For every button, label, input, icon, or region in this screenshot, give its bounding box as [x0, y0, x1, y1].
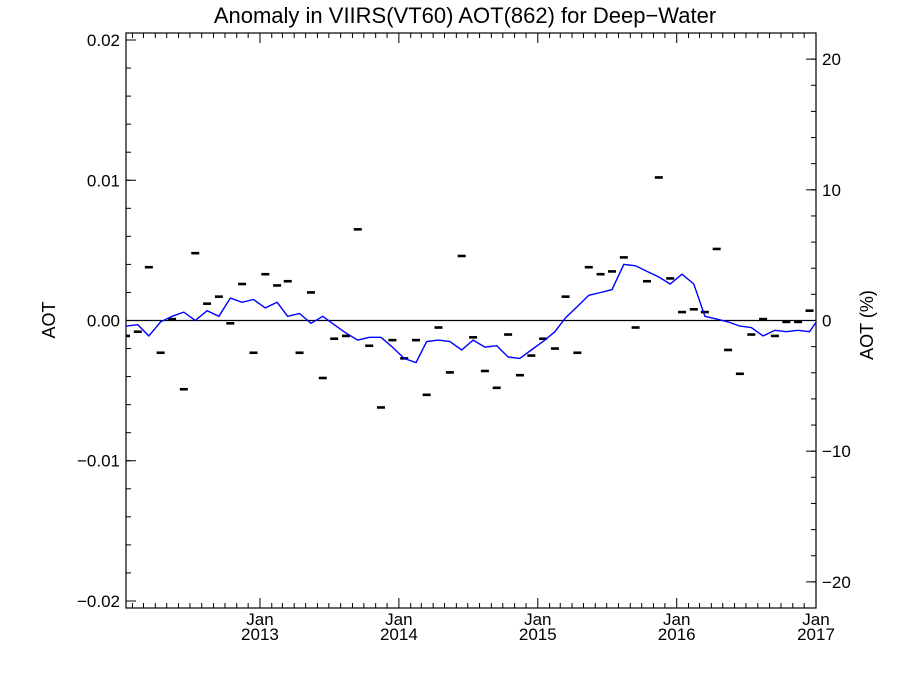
x-tick-label-year: 2013	[241, 625, 279, 644]
y-tick-label-left: 0.02	[87, 31, 120, 50]
x-tick-label-month: Jan	[246, 610, 273, 629]
y-tick-label-right: −10	[822, 442, 851, 461]
y-axis-title-right: AOT (%)	[857, 290, 877, 360]
x-tick-label-month: Jan	[802, 610, 829, 629]
y-tick-label-left: −0.01	[77, 452, 120, 471]
x-tick-label-year: 2017	[797, 625, 835, 644]
x-tick-label-year: 2015	[519, 625, 557, 644]
x-tick-label-month: Jan	[663, 610, 690, 629]
y-tick-label-left: 0.00	[87, 312, 120, 331]
x-tick-label-year: 2016	[658, 625, 696, 644]
y-tick-label-right: −20	[822, 573, 851, 592]
plot-area: −0.02−0.010.000.010.02−20−1001020Jan2013…	[77, 31, 851, 644]
y-tick-label-left: 0.01	[87, 171, 120, 190]
y-tick-label-right: 20	[822, 50, 841, 69]
chart-title: Anomaly in VIIRS(VT60) AOT(862) for Deep…	[214, 3, 716, 28]
x-tick-label-month: Jan	[385, 610, 412, 629]
series-line	[126, 263, 816, 364]
y-tick-label-right: 10	[822, 181, 841, 200]
y-tick-label-right: 0	[822, 312, 831, 331]
y-tick-label-left: −0.02	[77, 592, 120, 611]
x-tick-label-year: 2014	[380, 625, 418, 644]
y-axis-title-left: AOT	[39, 301, 59, 338]
x-tick-label-month: Jan	[524, 610, 551, 629]
